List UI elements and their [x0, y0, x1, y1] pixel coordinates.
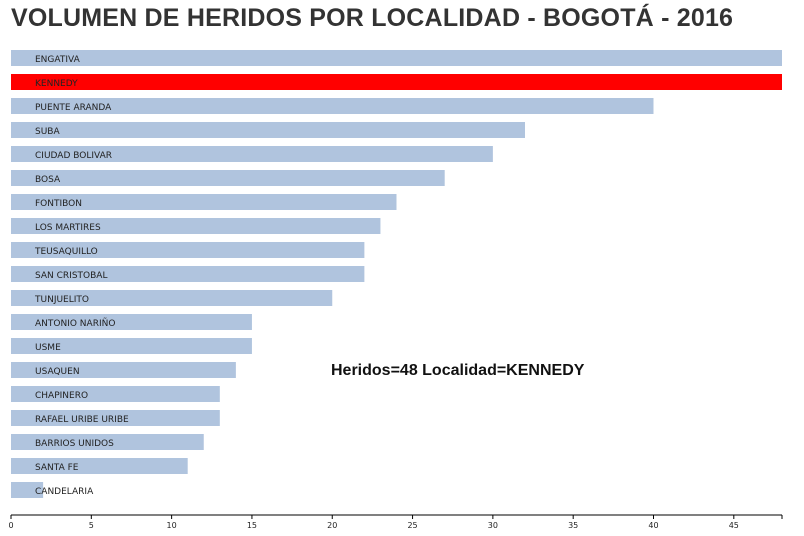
bar-label: ANTONIO NARIÑO	[35, 318, 115, 329]
bar-label: LOS MARTIRES	[35, 223, 101, 233]
bar-candelaria[interactable]	[11, 482, 44, 498]
bar-label: RAFAEL URIBE URIBE	[35, 415, 129, 425]
bar-label: SAN CRISTOBAL	[35, 271, 107, 281]
bar-label: TEUSAQUILLO	[34, 247, 98, 257]
bar-chapinero[interactable]	[11, 386, 220, 402]
bar-puente-aranda[interactable]	[11, 98, 654, 114]
x-tick-label: 20	[327, 521, 337, 530]
chart-title: VOLUMEN DE HERIDOS POR LOCALIDAD - BOGOT…	[11, 4, 734, 32]
bar-san-cristobal[interactable]	[11, 266, 365, 282]
bar-label: SANTA FE	[35, 463, 79, 473]
bar-teusaquillo[interactable]	[11, 242, 365, 258]
bar-label: FONTIBON	[35, 199, 82, 209]
tooltip: Heridos=48 Localidad=KENNEDY	[331, 362, 585, 379]
bar-fontibon[interactable]	[11, 194, 397, 210]
x-tick-label: 0	[8, 521, 13, 530]
bar-label: SUBA	[35, 127, 60, 137]
bar-label: KENNEDY	[35, 79, 78, 89]
bar-suba[interactable]	[11, 122, 525, 138]
bar-label: BOSA	[35, 175, 61, 185]
bar-barrios-unidos[interactable]	[11, 434, 204, 450]
x-tick-label: 25	[407, 521, 417, 530]
bar-label: CIUDAD BOLIVAR	[35, 151, 112, 161]
bar-santa-fe[interactable]	[11, 458, 188, 474]
bar-kennedy[interactable]	[11, 74, 782, 90]
bar-label: USME	[35, 343, 61, 353]
bar-usaquen[interactable]	[11, 362, 236, 378]
x-tick-label: 10	[167, 521, 177, 530]
bar-label: PUENTE ARANDA	[35, 103, 112, 113]
bar-antonio-nariño[interactable]	[11, 314, 252, 330]
bar-los-martires[interactable]	[11, 218, 381, 234]
bar-bosa[interactable]	[11, 170, 445, 186]
bar-engativa[interactable]	[11, 50, 782, 66]
bar-usme[interactable]	[11, 338, 252, 354]
bar-label: BARRIOS UNIDOS	[35, 439, 114, 449]
x-axis: 0 5 10 15 20 25 30 35 40 45	[8, 514, 783, 530]
bar-label: USAQUEN	[35, 367, 80, 377]
bar-rafael-uribe-uribe[interactable]	[11, 410, 220, 426]
x-tick-label: 35	[568, 521, 578, 530]
x-tick-label: 15	[247, 521, 257, 530]
bars-group: ENGATIVA KENNEDY PUENTE ARANDA SUBA CIUDAD B…	[11, 50, 782, 498]
bar-tunjuelito[interactable]	[11, 290, 333, 306]
bar-label: TUNJUELITO	[34, 295, 89, 305]
bar-ciudad-bolivar[interactable]	[11, 146, 493, 162]
bar-label: CANDELARIA	[35, 487, 94, 497]
x-tick-label: 5	[89, 521, 94, 530]
bar-label: ENGATIVA	[35, 55, 81, 65]
bar-label: CHAPINERO	[35, 391, 88, 401]
x-tick-label: 40	[648, 521, 658, 530]
x-tick-label: 45	[729, 521, 739, 530]
x-tick-label: 30	[488, 521, 498, 530]
